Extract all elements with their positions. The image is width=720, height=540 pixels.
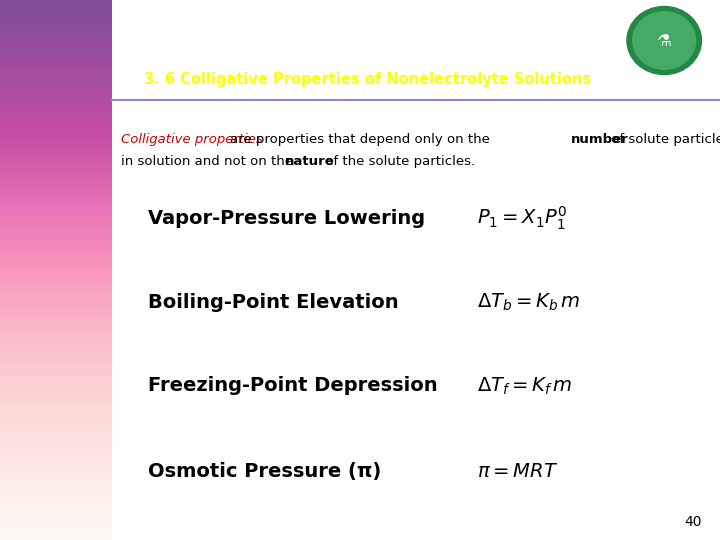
Text: of the solute particles.: of the solute particles.	[322, 155, 476, 168]
Text: Boiling-Point Elevation: Boiling-Point Elevation	[148, 293, 399, 312]
Text: Vapor-Pressure Lowering: Vapor-Pressure Lowering	[148, 209, 426, 228]
Text: nature: nature	[285, 155, 335, 168]
Text: $\Delta T_f = K_f\, m$: $\Delta T_f = K_f\, m$	[477, 375, 572, 396]
Text: in solution and not on the: in solution and not on the	[121, 155, 297, 168]
Circle shape	[633, 12, 696, 69]
Text: $P_1 = X_1 P_1^0$: $P_1 = X_1 P_1^0$	[477, 205, 567, 232]
Circle shape	[627, 6, 701, 75]
Text: Colligative properties: Colligative properties	[121, 133, 263, 146]
Text: Freezing-Point Depression: Freezing-Point Depression	[148, 376, 438, 395]
Text: Osmotic Pressure (π): Osmotic Pressure (π)	[148, 462, 382, 481]
Text: Chapter 3 / Physical Properties of Solutions: Chapter 3 / Physical Properties of Solut…	[104, 27, 631, 49]
Text: $\pi = MRT$: $\pi = MRT$	[477, 462, 558, 481]
Text: $\Delta T_b = K_b\, m$: $\Delta T_b = K_b\, m$	[477, 292, 580, 313]
Text: 3. 6 Colligative Properties of Nonelectrolyte Solutions: 3. 6 Colligative Properties of Nonelectr…	[143, 72, 590, 87]
Text: ⚗: ⚗	[657, 31, 672, 50]
Text: number: number	[571, 133, 629, 146]
Text: are properties that depend only on the: are properties that depend only on the	[230, 133, 495, 146]
Text: of solute particles: of solute particles	[608, 133, 720, 146]
Text: 40: 40	[684, 515, 702, 529]
